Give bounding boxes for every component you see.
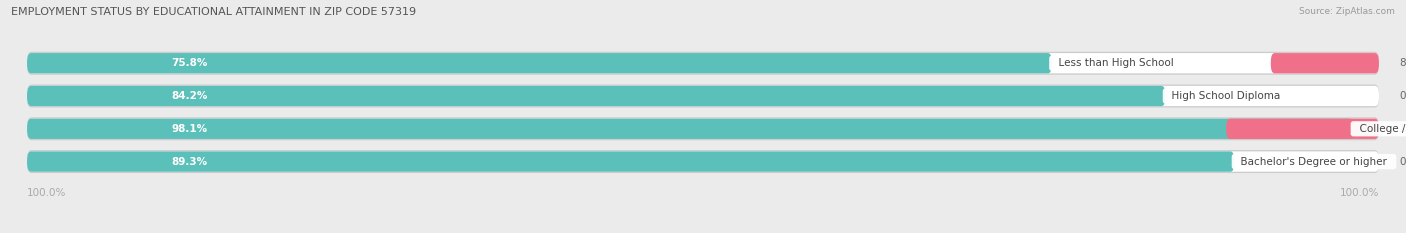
Text: 100.0%: 100.0% xyxy=(27,188,66,199)
Text: 0.0%: 0.0% xyxy=(1399,91,1406,101)
Text: Source: ZipAtlas.com: Source: ZipAtlas.com xyxy=(1299,7,1395,16)
Text: College / Associate Degree: College / Associate Degree xyxy=(1353,124,1406,134)
Text: 100.0%: 100.0% xyxy=(1340,188,1379,199)
FancyBboxPatch shape xyxy=(27,151,1234,172)
Text: 89.3%: 89.3% xyxy=(172,157,207,167)
FancyBboxPatch shape xyxy=(27,119,1379,139)
FancyBboxPatch shape xyxy=(27,86,1379,106)
Text: 98.1%: 98.1% xyxy=(172,124,207,134)
FancyBboxPatch shape xyxy=(27,119,1353,139)
FancyBboxPatch shape xyxy=(1226,119,1379,139)
Text: EMPLOYMENT STATUS BY EDUCATIONAL ATTAINMENT IN ZIP CODE 57319: EMPLOYMENT STATUS BY EDUCATIONAL ATTAINM… xyxy=(11,7,416,17)
Text: 75.8%: 75.8% xyxy=(172,58,208,68)
FancyBboxPatch shape xyxy=(27,53,1052,73)
FancyBboxPatch shape xyxy=(27,151,1379,172)
Text: 0.0%: 0.0% xyxy=(1399,157,1406,167)
FancyBboxPatch shape xyxy=(27,117,1379,140)
Text: 11.3%: 11.3% xyxy=(1399,124,1406,134)
FancyBboxPatch shape xyxy=(1271,53,1379,73)
Text: 84.2%: 84.2% xyxy=(172,91,208,101)
FancyBboxPatch shape xyxy=(27,52,1379,75)
Text: Bachelor's Degree or higher: Bachelor's Degree or higher xyxy=(1234,157,1393,167)
FancyBboxPatch shape xyxy=(27,86,1166,106)
FancyBboxPatch shape xyxy=(27,85,1379,107)
Text: 8.0%: 8.0% xyxy=(1399,58,1406,68)
Text: High School Diploma: High School Diploma xyxy=(1166,91,1286,101)
FancyBboxPatch shape xyxy=(27,53,1379,73)
Text: Less than High School: Less than High School xyxy=(1052,58,1180,68)
FancyBboxPatch shape xyxy=(27,150,1379,173)
